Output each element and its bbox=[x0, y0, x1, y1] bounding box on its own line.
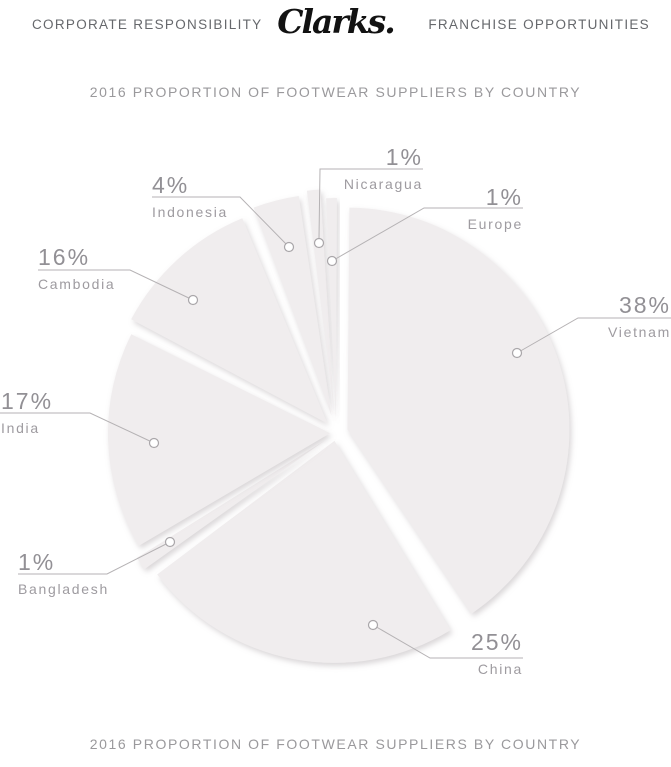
pie-slice-indonesia bbox=[253, 196, 332, 416]
slice-label-bangladesh: 1% Bangladesh bbox=[18, 549, 109, 598]
slice-label-india: 17% India bbox=[1, 388, 54, 437]
chart-title: 2016 PROPORTION OF FOOTWEAR SUPPLIERS BY… bbox=[89, 84, 582, 100]
pie-slice-vietnam bbox=[347, 207, 570, 614]
slice-label-indonesia: 4% Indonesia bbox=[152, 172, 229, 221]
pie-slice-europe bbox=[326, 197, 337, 420]
leader-dot-indonesia bbox=[283, 241, 295, 253]
leader-line-nicaragua bbox=[318, 168, 423, 239]
pie-slice-bangladesh bbox=[136, 440, 326, 570]
leader-line-china bbox=[372, 624, 523, 659]
leader-dot-europe bbox=[326, 255, 338, 267]
pie-slice-india bbox=[107, 334, 330, 546]
leader-dot-vietnam bbox=[511, 347, 523, 359]
chart-title-bottom: 2016 PROPORTION OF FOOTWEAR SUPPLIERS BY… bbox=[89, 736, 582, 752]
leader-line-indonesia bbox=[152, 196, 290, 248]
leader-line-vietnam bbox=[516, 317, 671, 354]
leader-dot-cambodia bbox=[187, 294, 199, 306]
pie-slice-nicaragua bbox=[306, 189, 334, 412]
slice-country: Cambodia bbox=[38, 276, 116, 292]
slice-pct: 1% bbox=[485, 184, 523, 210]
slice-pct: 38% bbox=[618, 292, 671, 318]
slice-pct: 17% bbox=[1, 388, 54, 414]
slice-label-vietnam: 38% Vietnam bbox=[607, 292, 671, 341]
slice-country: Europe bbox=[467, 216, 523, 232]
leader-dot-bangladesh bbox=[164, 536, 176, 548]
pie-slice-cambodia bbox=[131, 218, 328, 424]
slice-label-china: 25% China bbox=[470, 629, 523, 678]
slice-country: China bbox=[477, 661, 523, 677]
slice-country: Bangladesh bbox=[18, 581, 109, 597]
slice-pct: 4% bbox=[152, 172, 190, 198]
nav-link-corporate-responsibility[interactable]: CORPORATE RESPONSIBILITY bbox=[32, 17, 263, 32]
leader-line-bangladesh bbox=[18, 541, 171, 575]
pie-slice-china bbox=[157, 440, 451, 663]
slice-label-europe: 1% Europe bbox=[467, 184, 523, 233]
leader-dot-india bbox=[148, 437, 160, 449]
top-nav: CORPORATE RESPONSIBILITY Clarks. FRANCHI… bbox=[0, 0, 671, 54]
slice-pct: 1% bbox=[18, 549, 56, 575]
leader-line-india bbox=[0, 412, 155, 444]
leader-line-cambodia bbox=[38, 269, 194, 301]
slice-pct: 16% bbox=[38, 244, 91, 270]
slice-pct: 1% bbox=[385, 144, 423, 170]
slice-country: India bbox=[1, 420, 40, 436]
slice-country: Nicaragua bbox=[343, 176, 423, 192]
leader-line-europe bbox=[331, 207, 523, 262]
leader-dot-china bbox=[367, 619, 379, 631]
slice-label-cambodia: 16% Cambodia bbox=[38, 244, 116, 293]
leader-dots bbox=[148, 237, 523, 631]
slice-country: Vietnam bbox=[607, 324, 671, 340]
leader-dot-nicaragua bbox=[313, 237, 325, 249]
clarks-logo[interactable]: Clarks. bbox=[277, 2, 396, 41]
pie-slices bbox=[107, 189, 570, 663]
slice-country: Indonesia bbox=[152, 204, 229, 220]
nav-link-franchise-opportunities[interactable]: FRANCHISE OPPORTUNITIES bbox=[428, 17, 650, 32]
slice-label-nicaragua: 1% Nicaragua bbox=[343, 144, 423, 193]
leader-lines bbox=[0, 168, 671, 659]
slice-pct: 25% bbox=[470, 629, 523, 655]
